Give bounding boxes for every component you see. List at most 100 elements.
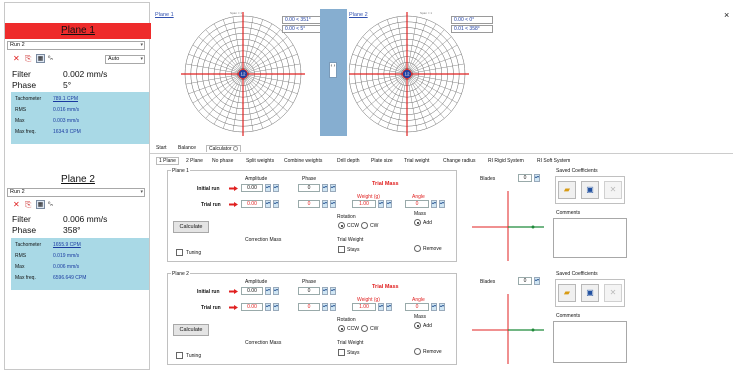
angle-input[interactable]: 0: [405, 200, 429, 208]
spin-icon[interactable]: ▴▾: [378, 303, 384, 311]
tab-calculator[interactable]: Calculator: [206, 145, 241, 152]
tab-plate-size[interactable]: Plate size: [371, 158, 393, 164]
spin-icon[interactable]: ▴▾: [534, 277, 540, 285]
ccw-radio[interactable]: [338, 325, 345, 332]
polar-spoke: [213, 23, 244, 75]
spin-icon[interactable]: ▴▾: [273, 200, 279, 208]
spin-icon[interactable]: ▴▾: [273, 303, 279, 311]
initial-phase-input[interactable]: 0: [298, 184, 320, 192]
angle-input[interactable]: 0: [405, 303, 429, 311]
tuning-checkbox[interactable]: [176, 352, 183, 359]
spin-icon[interactable]: ▴▾: [265, 287, 271, 295]
add-radio[interactable]: [414, 219, 421, 226]
splitter-handle[interactable]: ‹ ›: [329, 62, 337, 78]
tab-drill-depth[interactable]: Drill depth: [337, 158, 360, 164]
initial-amplitude-input[interactable]: 0.00: [241, 287, 263, 295]
spin-icon[interactable]: ▴▾: [386, 200, 392, 208]
trial-amplitude-input[interactable]: 0.00: [241, 200, 263, 208]
spin-icon[interactable]: ▴▾: [330, 184, 336, 192]
save-icon[interactable]: ▣: [581, 284, 599, 302]
tab-start[interactable]: Start: [156, 145, 167, 151]
spin-icon[interactable]: ▴▾: [322, 200, 328, 208]
spin-icon[interactable]: ▴▾: [265, 303, 271, 311]
polar-plot-1[interactable]: 12: [155, 12, 305, 136]
spin-icon[interactable]: ▴▾: [439, 303, 445, 311]
calculate-button[interactable]: Calculate: [173, 221, 209, 233]
delete-icon[interactable]: ✕: [604, 181, 622, 199]
spin-icon[interactable]: ▴▾: [330, 200, 336, 208]
tab-split-weights[interactable]: Split weights: [246, 158, 275, 164]
close-icon[interactable]: ×: [724, 10, 730, 20]
plane1-auto-select[interactable]: Auto ▾: [105, 55, 145, 64]
blades-input[interactable]: 0: [518, 277, 532, 285]
open-folder-icon[interactable]: ▰: [558, 181, 576, 199]
spin-icon[interactable]: ▴▾: [431, 303, 437, 311]
stays-checkbox[interactable]: [338, 349, 345, 356]
spin-icon[interactable]: ▴▾: [265, 200, 271, 208]
info-value[interactable]: 789.1 CPM: [53, 96, 79, 102]
table-view-icon[interactable]: ▦: [36, 200, 45, 209]
comments-textarea[interactable]: [553, 321, 627, 363]
remove-label: Remove: [423, 246, 442, 252]
remove-radio[interactable]: [414, 245, 421, 252]
trial-phase-input[interactable]: 0: [298, 200, 320, 208]
plane2-run-select[interactable]: Run 2 ▾: [7, 188, 145, 197]
initial-phase-input[interactable]: 0: [298, 287, 320, 295]
plane2-header[interactable]: Plane 2: [61, 174, 95, 185]
open-folder-icon[interactable]: ▰: [558, 284, 576, 302]
trial-amplitude-input[interactable]: 0.00: [241, 303, 263, 311]
tab-no-phase[interactable]: No phase: [212, 158, 234, 164]
comments-textarea[interactable]: [553, 218, 627, 258]
tab-2-plane[interactable]: 2 Plane: [186, 158, 203, 164]
remove-radio[interactable]: [414, 348, 421, 355]
delete-icon[interactable]: ✕: [604, 284, 622, 302]
plot2-title[interactable]: Plane 2: [349, 12, 368, 18]
tab-change-radius[interactable]: Change radius: [443, 158, 476, 164]
plot1-title[interactable]: Plane 1: [155, 12, 174, 18]
initial-amplitude-input[interactable]: 0.00: [241, 184, 263, 192]
spin-icon[interactable]: ▴▾: [378, 200, 384, 208]
spin-icon[interactable]: ▴▾: [265, 184, 271, 192]
clear-icon[interactable]: ✕: [13, 54, 20, 63]
table-view-icon[interactable]: ▦: [36, 54, 45, 63]
cw-radio[interactable]: [361, 222, 368, 229]
tab-ri-soft-system[interactable]: RI Soft System: [537, 158, 571, 164]
spin-icon[interactable]: ▴▾: [431, 200, 437, 208]
tuning-checkbox[interactable]: [176, 249, 183, 256]
tab-combine-weights[interactable]: Combine weights: [284, 158, 323, 164]
info-value[interactable]: 1655.9 CPM: [53, 242, 81, 248]
spin-icon[interactable]: ▴▾: [386, 303, 392, 311]
cw-radio[interactable]: [361, 325, 368, 332]
spin-icon[interactable]: ▴▾: [273, 287, 279, 295]
ccw-radio[interactable]: [338, 222, 345, 229]
plane1-run-select[interactable]: Run 2 ▾: [7, 41, 145, 50]
save-icon[interactable]: ▣: [581, 181, 599, 199]
plane1-header[interactable]: Plane 1: [5, 23, 151, 39]
spin-icon[interactable]: ▴▾: [273, 184, 279, 192]
tab-balance[interactable]: Balance: [178, 145, 197, 151]
spin-icon[interactable]: ▴▾: [322, 303, 328, 311]
close-tab-icon[interactable]: [232, 146, 238, 152]
spin-icon[interactable]: ▴▾: [439, 200, 445, 208]
spin-icon[interactable]: ▴▾: [322, 287, 328, 295]
spin-icon[interactable]: ▴▾: [534, 174, 540, 182]
tab-1-plane[interactable]: 1 Plane: [156, 157, 179, 165]
tab-ri-rigid-system[interactable]: RI Rigid System: [488, 158, 524, 164]
weight-input[interactable]: 1.00: [352, 200, 376, 208]
unit-toggle[interactable]: ⁰ₙ: [48, 56, 53, 62]
spin-icon[interactable]: ▴▾: [330, 287, 336, 295]
blades-input[interactable]: 0: [518, 174, 532, 182]
weight-input[interactable]: 1.00: [352, 303, 376, 311]
delete-run-icon[interactable]: ⎘: [25, 54, 32, 63]
add-radio[interactable]: [414, 322, 421, 329]
calculate-button[interactable]: Calculate: [173, 324, 209, 336]
spin-icon[interactable]: ▴▾: [330, 303, 336, 311]
unit-toggle[interactable]: ⁰ₙ: [48, 202, 53, 208]
spin-icon[interactable]: ▴▾: [322, 184, 328, 192]
trial-phase-input[interactable]: 0: [298, 303, 320, 311]
clear-icon[interactable]: ✕: [13, 200, 20, 209]
delete-run-icon[interactable]: ⎘: [25, 200, 32, 209]
polar-plot-2[interactable]: 12: [349, 12, 499, 136]
stays-checkbox[interactable]: [338, 246, 345, 253]
tab-trial-weight[interactable]: Trial weight: [404, 158, 430, 164]
